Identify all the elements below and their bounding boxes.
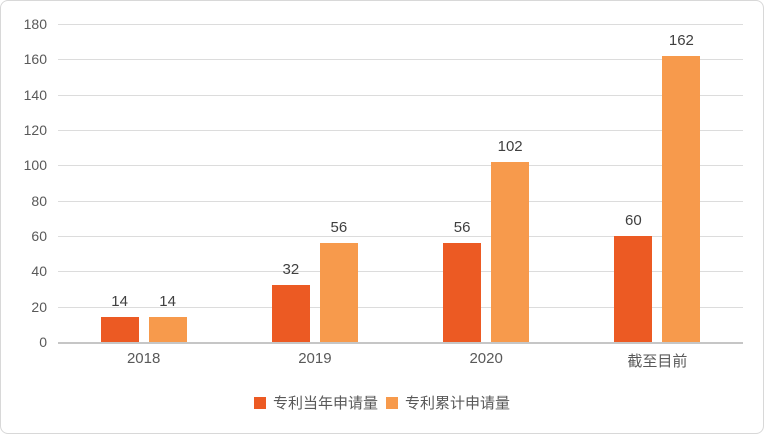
bar-value-label: 102 xyxy=(497,137,523,155)
bar-value-label: 162 xyxy=(668,31,694,49)
bar-current xyxy=(443,243,482,342)
gridline xyxy=(58,94,743,96)
x-axis-tick-label: 2020 xyxy=(469,350,503,367)
y-axis-tick-label: 0 xyxy=(39,334,47,350)
x-axis-tick-label: 2018 xyxy=(126,350,161,367)
x-axis-tick-label: 2019 xyxy=(298,350,332,367)
legend-swatch-icon xyxy=(253,396,266,409)
y-axis-tick-label: 160 xyxy=(23,51,47,68)
bar-value-label: 56 xyxy=(453,219,471,237)
y-axis-tick-label: 100 xyxy=(23,157,47,174)
bar-cumulative xyxy=(662,55,701,342)
gridline xyxy=(58,236,743,237)
x-axis-line xyxy=(58,342,743,344)
y-axis-tick-label: 20 xyxy=(31,298,47,315)
bar-current xyxy=(614,236,653,342)
y-axis-tick-label: 80 xyxy=(31,192,47,209)
chart-legend: 专利当年申请量 专利累计申请量 xyxy=(1,392,763,413)
bar-current xyxy=(271,285,310,342)
legend-label: 专利累计申请量 xyxy=(405,396,511,412)
gridline xyxy=(58,306,743,308)
bar-value-label: 60 xyxy=(625,212,642,229)
gridline xyxy=(58,165,743,167)
bar-current xyxy=(100,317,139,342)
bar-value-label: 32 xyxy=(282,261,300,279)
gridline xyxy=(58,200,743,202)
legend-label: 专利当年申请量 xyxy=(272,396,378,412)
gridline xyxy=(58,271,743,273)
legend-item-cumulative: 专利累计申请量 xyxy=(386,392,510,413)
gridline xyxy=(58,24,743,25)
y-axis-tick-label: 140 xyxy=(23,86,47,103)
y-axis-tick-label: 60 xyxy=(31,228,47,244)
legend-swatch-icon xyxy=(386,396,398,409)
y-axis-tick-label: 40 xyxy=(31,263,47,280)
y-axis-tick-label: 120 xyxy=(23,122,47,138)
x-axis-tick-label: 截至目前 xyxy=(627,353,688,370)
bar-cumulative xyxy=(319,243,358,342)
bar-cumulative xyxy=(148,317,187,342)
gridline xyxy=(58,59,743,61)
y-axis-tick-label: 180 xyxy=(23,16,47,32)
gridline xyxy=(58,130,743,131)
bar-value-label: 14 xyxy=(159,293,176,311)
legend-item-current: 专利当年申请量 xyxy=(253,392,378,413)
bar-cumulative xyxy=(491,161,530,342)
bar-value-label: 14 xyxy=(111,293,128,311)
bar-value-label: 56 xyxy=(330,219,348,237)
